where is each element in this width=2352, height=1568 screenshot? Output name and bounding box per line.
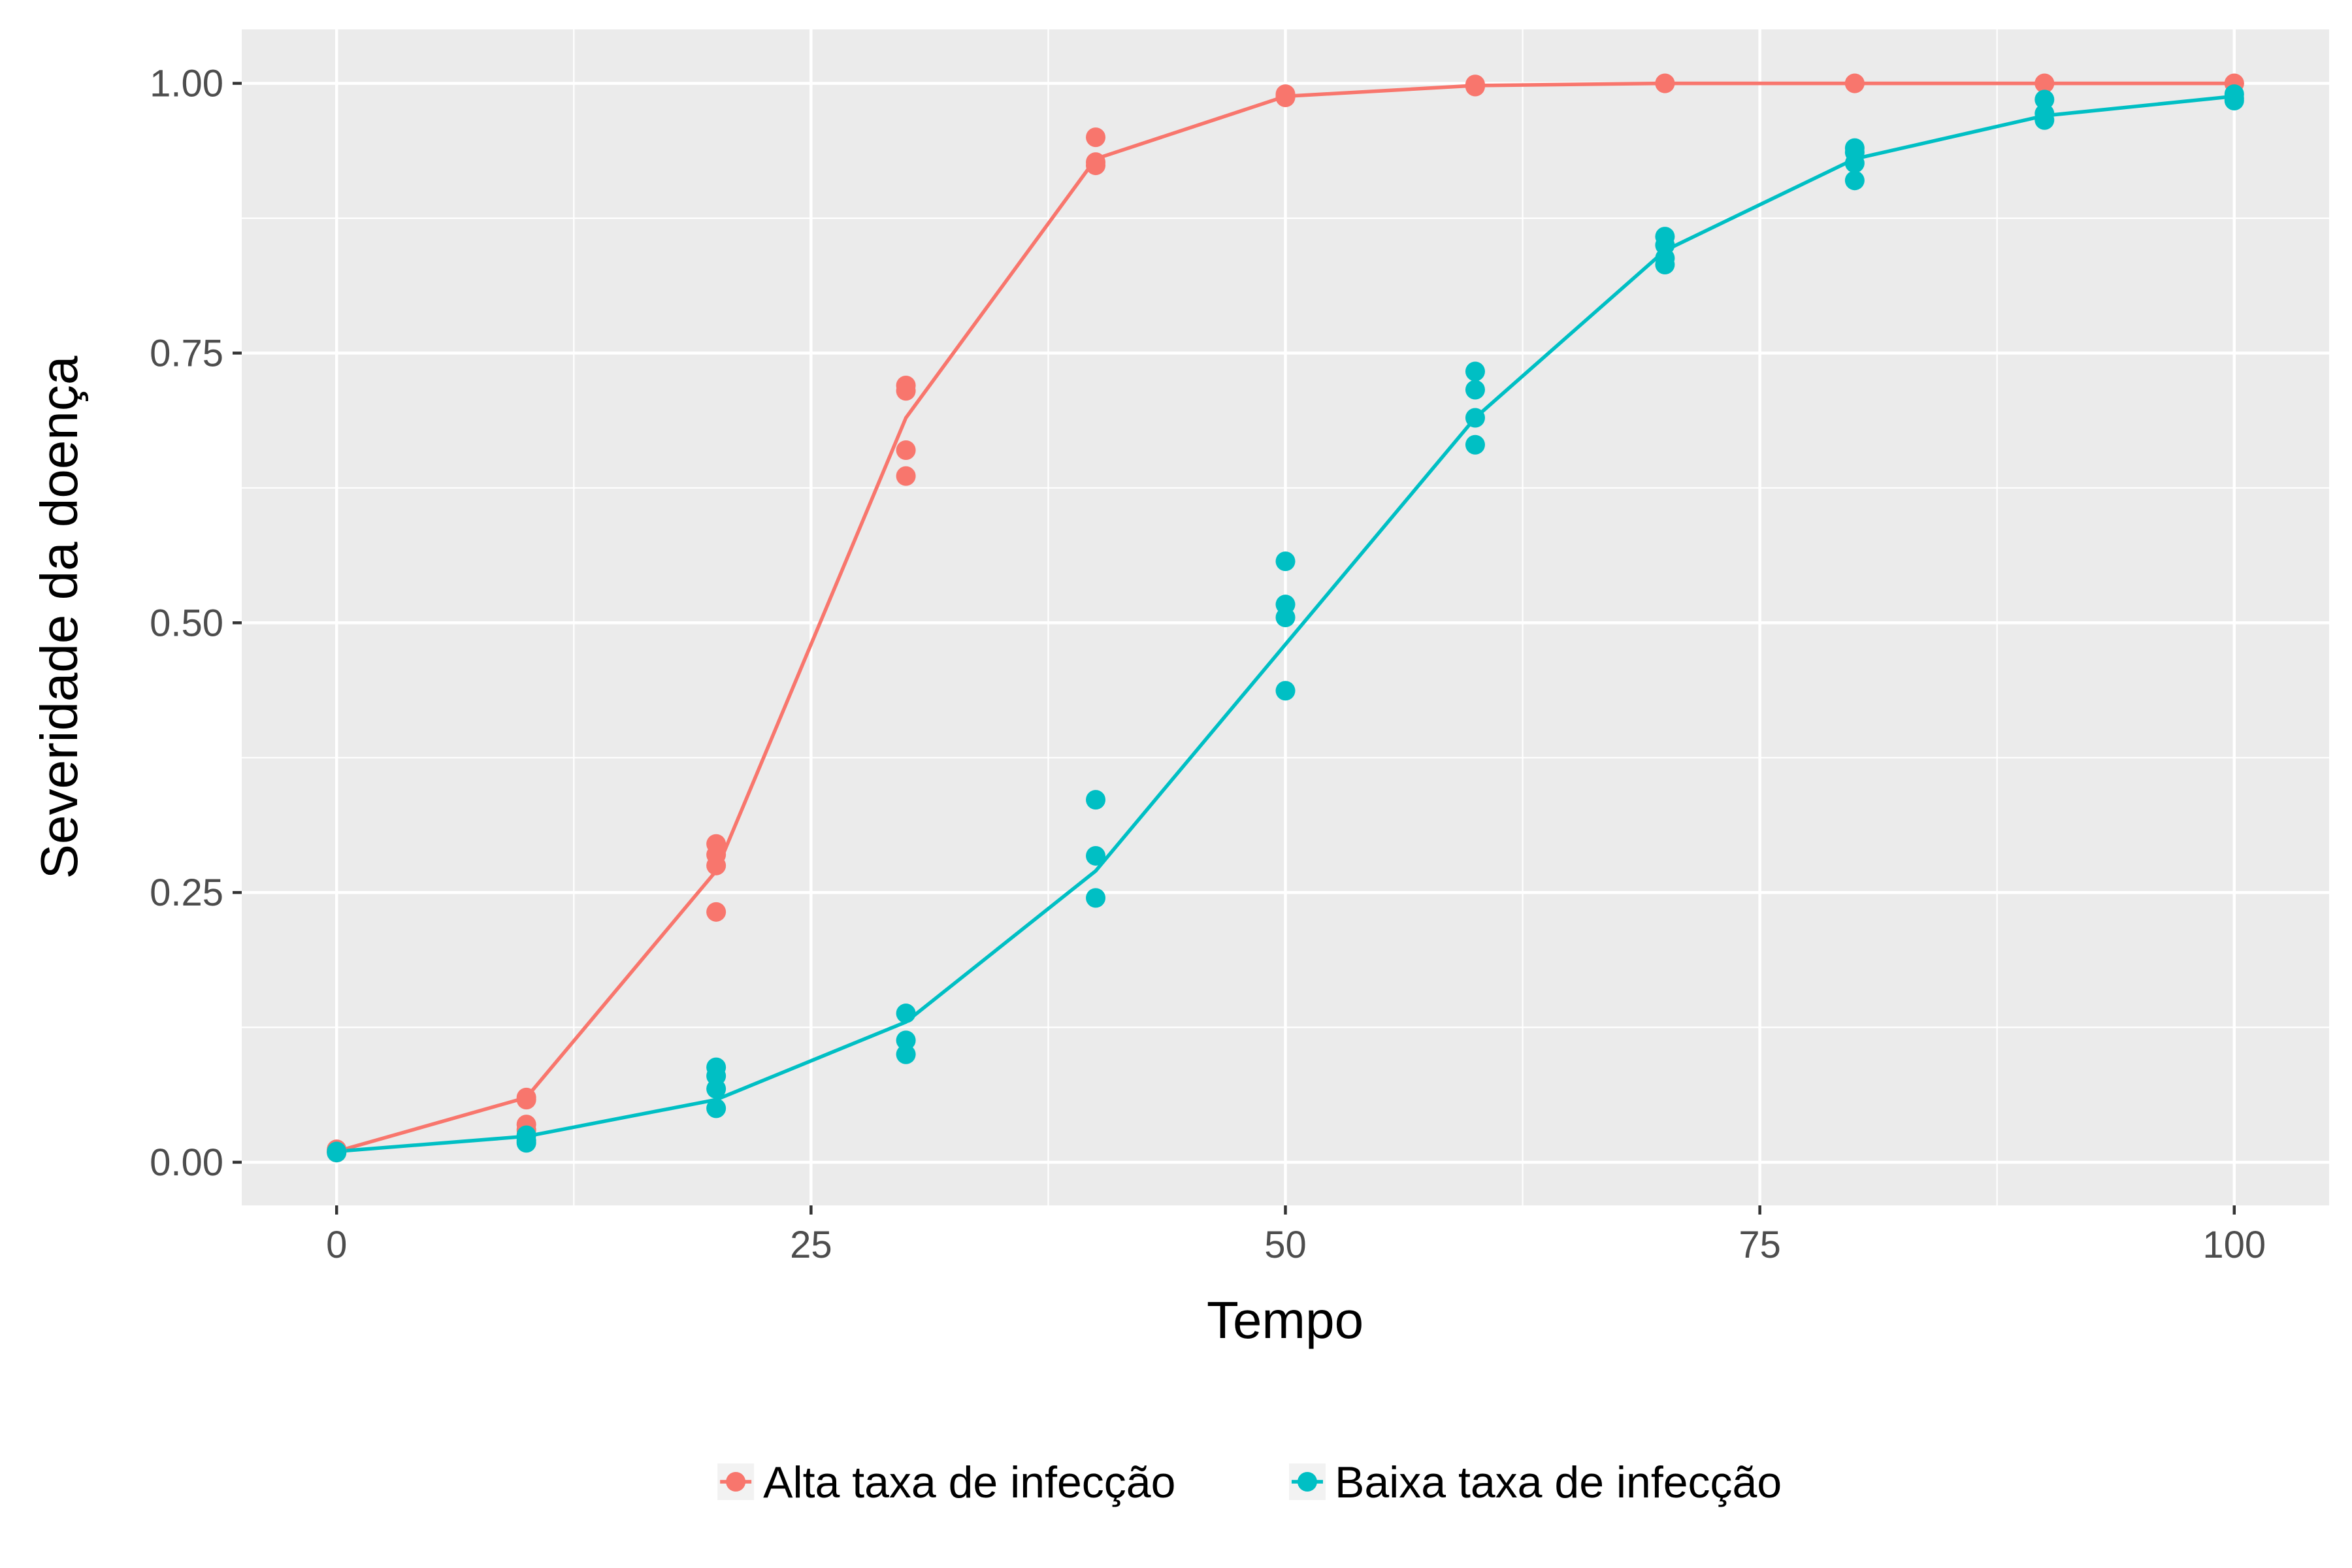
x-tick-label: 50: [1264, 1224, 1307, 1266]
data-point-1: [896, 1044, 916, 1064]
y-tick-label: 0.50: [150, 602, 223, 644]
data-point-1: [2224, 90, 2244, 110]
data-point-1: [896, 1004, 916, 1024]
data-point-0: [1086, 127, 1106, 148]
data-point-1: [1844, 153, 1865, 173]
data-point-1: [327, 1143, 347, 1163]
y-tick-label: 0.75: [150, 332, 223, 374]
legend: Alta taxa de infecção Baixa taxa de infec…: [717, 1458, 1782, 1507]
x-axis-title: Tempo: [1207, 1291, 1364, 1349]
y-axis-title: Severidade da doença: [30, 355, 88, 879]
x-tick-label: 25: [790, 1224, 832, 1266]
data-point-0: [1275, 88, 1296, 108]
data-point-1: [1655, 255, 1675, 274]
data-point-1: [1086, 845, 1106, 866]
y-tick-label: 1.00: [150, 63, 223, 105]
data-point-1: [516, 1133, 536, 1153]
data-point-0: [706, 902, 727, 922]
data-point-1: [1086, 790, 1106, 810]
data-point-0: [896, 440, 916, 461]
data-point-1: [1275, 551, 1296, 572]
data-point-1: [2034, 110, 2055, 130]
data-point-1: [896, 1030, 916, 1051]
x-tick-label: 100: [2202, 1224, 2266, 1266]
x-tick-label: 75: [1739, 1224, 1781, 1266]
data-point-1: [1465, 408, 1485, 428]
x-axis: 0 25 50 75 100: [326, 1205, 2266, 1266]
data-point-1: [706, 1079, 727, 1099]
x-tick-label: 0: [326, 1224, 347, 1266]
data-point-0: [896, 466, 916, 486]
data-point-1: [1465, 434, 1485, 455]
y-tick-label: 0.00: [150, 1141, 223, 1184]
data-point-1: [2034, 90, 2055, 110]
legend-label: Baixa taxa de infecção: [1335, 1458, 1782, 1507]
data-point-1: [1465, 361, 1485, 382]
series-points: [327, 73, 2244, 1163]
data-point-0: [1086, 155, 1106, 176]
legend-key-point: [726, 1472, 746, 1492]
data-point-0: [896, 381, 916, 401]
data-point-0: [706, 855, 727, 875]
data-point-1: [1844, 171, 1865, 191]
series-line-1: [336, 94, 2235, 1154]
data-point-0: [1465, 76, 1485, 97]
legend-key-point: [1297, 1472, 1317, 1492]
data-point-0: [516, 1090, 536, 1110]
y-axis: 0.00 0.25 0.50 0.75 1.00: [150, 63, 242, 1184]
data-point-1: [1275, 608, 1296, 627]
data-point-1: [706, 1098, 727, 1119]
y-tick-label: 0.25: [150, 872, 223, 914]
data-point-1: [1275, 681, 1296, 701]
legend-label: Alta taxa de infecção: [763, 1458, 1175, 1507]
data-point-1: [1086, 888, 1106, 908]
data-point-0: [2034, 73, 2055, 93]
data-point-0: [1655, 73, 1675, 93]
data-point-0: [1844, 73, 1865, 93]
data-point-1: [1465, 380, 1485, 400]
